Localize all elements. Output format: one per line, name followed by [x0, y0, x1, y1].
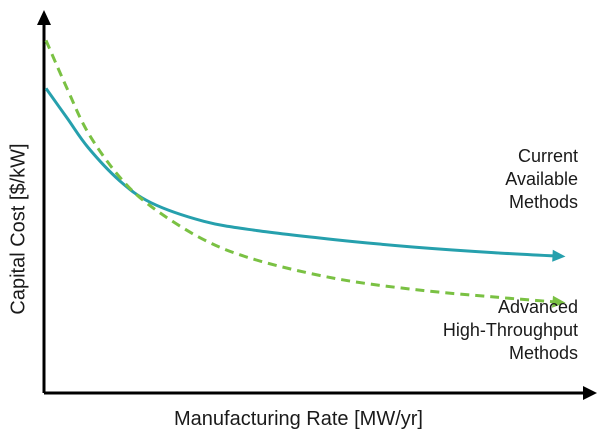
series-label-line: Methods — [508, 192, 578, 212]
series-label-line: Advanced — [497, 297, 578, 317]
series-label-current-methods: Current Available Methods — [505, 145, 578, 214]
y-axis-label: Capital Cost [$/kW] — [7, 143, 30, 315]
series-arrowhead-0 — [552, 249, 566, 262]
x-axis-arrowhead — [583, 386, 597, 400]
series-label-advanced-methods: Advanced High-Throughput Methods — [443, 296, 578, 365]
axes — [37, 10, 597, 400]
series-label-line: Available — [505, 169, 578, 189]
series-layer — [44, 39, 566, 308]
series-label-line: Methods — [508, 343, 578, 363]
series-label-line: High-Throughput — [442, 320, 578, 340]
series-line-1 — [44, 39, 562, 304]
series-line-0 — [44, 87, 562, 258]
series-label-line: Current — [517, 146, 578, 166]
x-axis-label: Manufacturing Rate [MW/yr] — [174, 408, 423, 430]
series-arrowhead-1 — [552, 295, 566, 308]
y-axis-arrowhead — [37, 10, 51, 25]
